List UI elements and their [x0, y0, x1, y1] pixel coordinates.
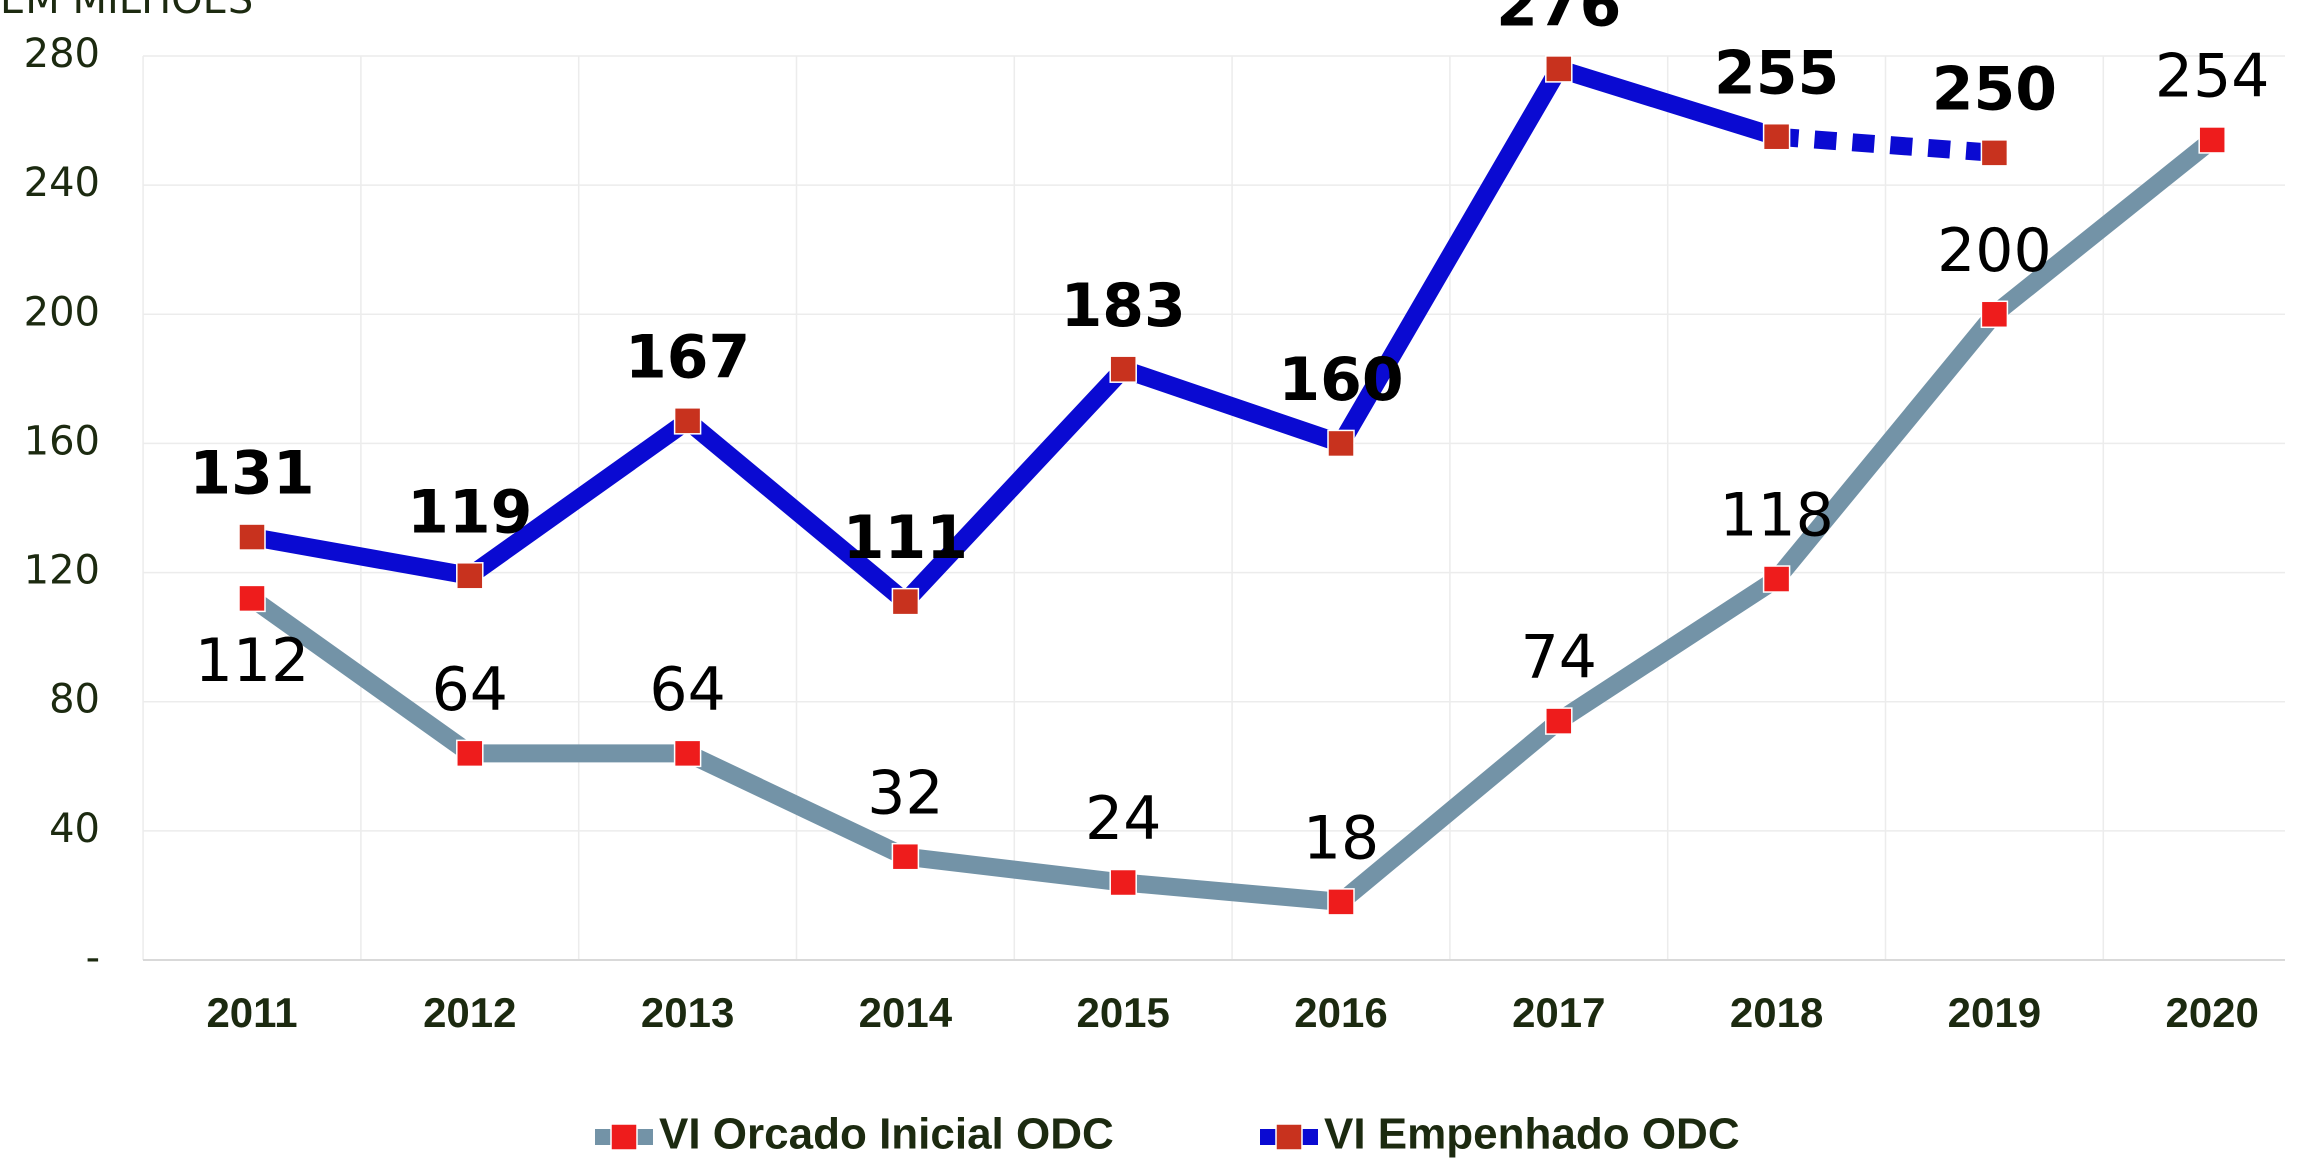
- marker: [2198, 126, 2226, 154]
- y-tick-label: -: [86, 935, 100, 981]
- marker: [1327, 888, 1355, 916]
- x-tick-label: 2012: [423, 989, 516, 1036]
- series-line: [250, 59, 1780, 611]
- y-tick-label: 280: [24, 31, 100, 77]
- legend-swatch-marker: [610, 1123, 638, 1151]
- data-label: 200: [1937, 216, 2052, 286]
- data-label: 64: [649, 655, 725, 725]
- x-tick-label: 2019: [1948, 989, 2041, 1036]
- marker: [1980, 300, 2009, 329]
- marker: [238, 584, 266, 613]
- y-tick-label: 160: [24, 418, 100, 464]
- x-tick-label: 2018: [1730, 989, 1823, 1036]
- data-label: 112: [195, 626, 310, 696]
- x-tick-label: 2013: [641, 989, 734, 1036]
- marker: [1545, 707, 1573, 735]
- data-label: 32: [867, 758, 943, 828]
- y-tick-label: 200: [24, 289, 100, 335]
- x-tick-label: 2015: [1076, 989, 1169, 1036]
- y-tick-label: 40: [49, 806, 100, 852]
- data-label: 250: [1932, 54, 2057, 124]
- marker: [673, 407, 702, 435]
- marker: [891, 587, 920, 616]
- marker: [1980, 139, 2009, 167]
- marker: [1762, 122, 1791, 151]
- series-line: [246, 132, 2218, 911]
- data-label: 131: [189, 439, 314, 509]
- data-label: 111: [843, 503, 968, 573]
- marker: [1327, 429, 1355, 458]
- marker: [673, 739, 702, 768]
- marker: [456, 562, 484, 590]
- marker: [1545, 55, 1573, 83]
- data-label: 118: [1719, 481, 1834, 551]
- data-label: 255: [1714, 38, 1839, 108]
- legend-label: VI Empenhado ODC: [1324, 1110, 1740, 1159]
- marker: [1109, 355, 1137, 383]
- data-label: 18: [1303, 803, 1379, 873]
- x-tick-label: 2011: [206, 989, 297, 1036]
- data-label: 24: [1085, 784, 1161, 854]
- marker: [456, 739, 484, 768]
- data-label: 119: [407, 477, 532, 547]
- marker: [1762, 565, 1791, 593]
- legend-swatch-marker: [1275, 1123, 1303, 1151]
- y-tick-label: 120: [24, 548, 100, 594]
- data-label: 160: [1278, 345, 1403, 415]
- data-label: 254: [2155, 42, 2270, 112]
- data-label: 167: [625, 322, 750, 392]
- legend-label: VI Orcado Inicial ODC: [659, 1110, 1114, 1159]
- data-label: 183: [1061, 271, 1186, 341]
- x-tick-label: 2014: [859, 989, 953, 1036]
- y-axis-label: EM MILHÕES: [0, 0, 253, 23]
- data-label: 74: [1521, 623, 1597, 693]
- marker: [891, 842, 920, 871]
- marker: [1109, 868, 1137, 897]
- x-tick-label: 2016: [1294, 989, 1387, 1036]
- marker: [238, 523, 266, 551]
- y-tick-label: 240: [24, 160, 100, 206]
- data-label: 276: [1496, 0, 1621, 41]
- data-label: 64: [432, 655, 508, 725]
- x-tick-label: 2017: [1512, 989, 1605, 1036]
- x-tick-label: 2020: [2165, 989, 2258, 1036]
- y-tick-label: 80: [49, 677, 100, 723]
